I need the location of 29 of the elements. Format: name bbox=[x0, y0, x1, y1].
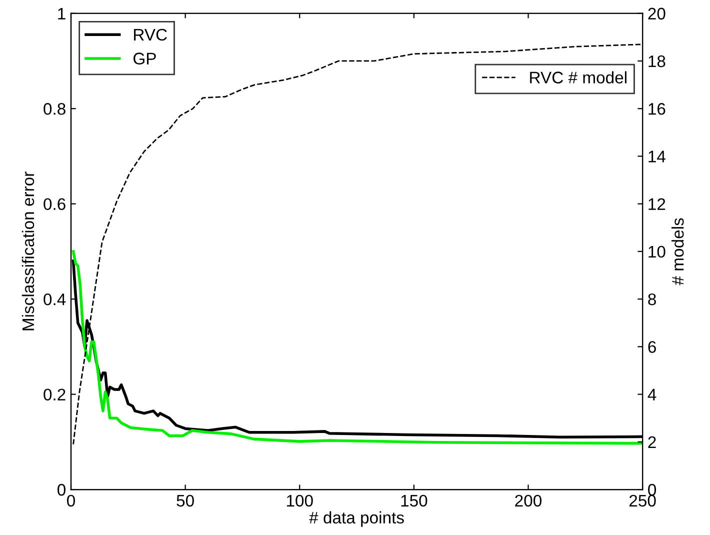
y2-tick-label: 2 bbox=[648, 436, 656, 448]
legend-label: GP bbox=[134, 52, 156, 64]
y-tick-label: 0.6 bbox=[44, 198, 66, 210]
y2-tick-label: 4 bbox=[648, 388, 656, 400]
y2-tick-label: 12 bbox=[648, 198, 666, 210]
y2-tick-label: 18 bbox=[648, 55, 666, 68]
y-tick-label: 0.8 bbox=[44, 103, 66, 115]
y2-tick-label: 8 bbox=[648, 293, 656, 306]
x-tick-label: 200 bbox=[515, 494, 542, 507]
x-tick-label: 100 bbox=[286, 494, 313, 507]
y-tick-label: 1 bbox=[58, 8, 66, 20]
x-axis-title: # data points bbox=[309, 511, 404, 527]
x-tick-label: 50 bbox=[176, 494, 194, 507]
y-tick-label: 0 bbox=[58, 484, 66, 496]
y2-tick-label: 20 bbox=[648, 8, 666, 20]
y2-tick-label: 10 bbox=[648, 246, 666, 258]
y-tick-label: 0.2 bbox=[44, 388, 66, 400]
y2-tick-label: 14 bbox=[648, 150, 666, 162]
x-tick-label: 150 bbox=[401, 494, 428, 507]
x-tick-label: 250 bbox=[629, 494, 656, 507]
legend-label: RVC # model bbox=[530, 71, 626, 84]
y2-tick-label: 16 bbox=[648, 103, 666, 115]
x-tick-label: 0 bbox=[67, 494, 75, 507]
y-axis-title: Misclassification error bbox=[22, 172, 34, 330]
y2-tick-label: 0 bbox=[648, 484, 656, 496]
y2-axis-title: # models bbox=[672, 218, 684, 286]
y2-tick-label: 6 bbox=[648, 341, 656, 353]
legend-label: RVC bbox=[134, 28, 167, 41]
y-tick-label: 0.4 bbox=[44, 293, 66, 306]
